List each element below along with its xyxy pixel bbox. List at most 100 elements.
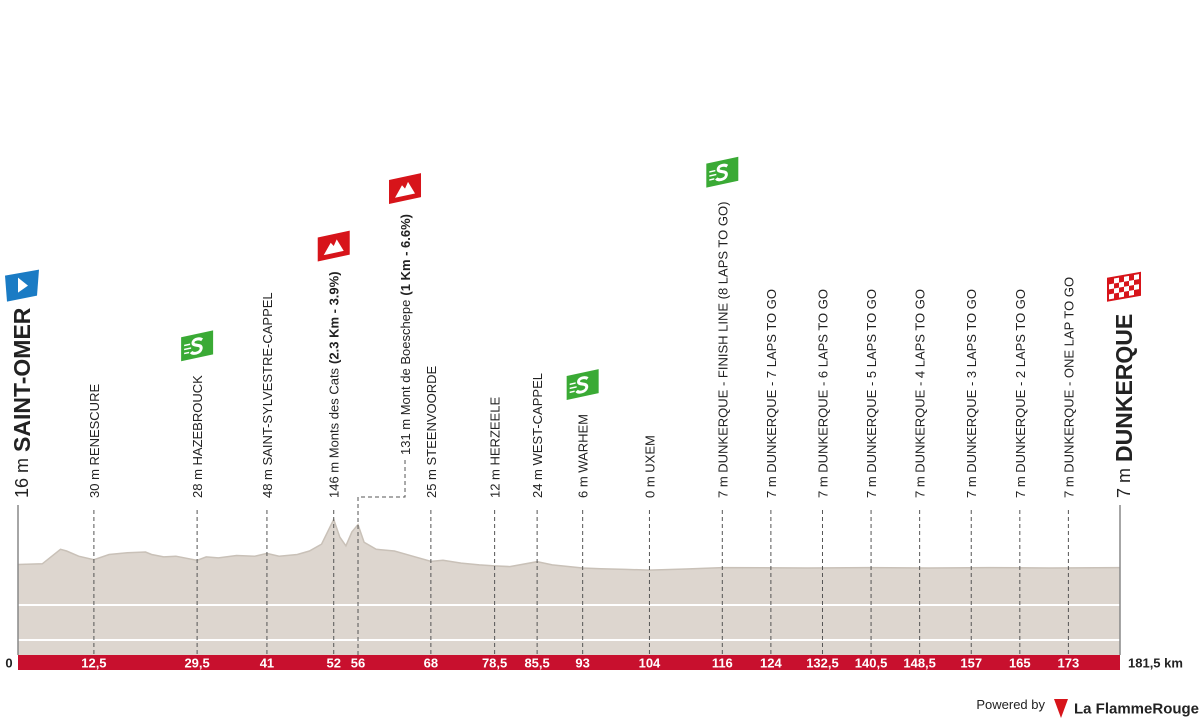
x-tick-label: 0 [5, 656, 12, 671]
sprint-icon [566, 369, 599, 400]
flag-check [1109, 293, 1114, 300]
point-label: 28 m HAZEBROUCK [190, 375, 205, 498]
point-label: 7 m DUNKERQUE - 4 LAPS TO GO [912, 289, 927, 498]
point-label: 7 m DUNKERQUE - 7 LAPS TO GO [763, 289, 778, 498]
x-tick-label: 104 [639, 656, 661, 671]
x-tick-label: 56 [351, 656, 365, 671]
icon-bg [317, 230, 350, 262]
end-label: 16 m SAINT-OMER [9, 307, 35, 498]
profile-area [18, 519, 1120, 655]
icon-mountain [323, 239, 344, 256]
point-label: 7 m DUNKERQUE - 2 LAPS TO GO [1012, 289, 1027, 498]
point-name: 131 m Mont de Boeschepe [398, 300, 413, 455]
icon-s [715, 163, 729, 182]
sprint-icon [181, 330, 214, 362]
point-name: 24 m WEST-CAPPEL [530, 373, 545, 498]
icon-speed [709, 169, 717, 181]
point-label: 131 m Mont de Boeschepe (1 Km - 6.6%) [398, 214, 413, 455]
x-tick-label: 173 [1058, 656, 1080, 671]
x-tick-label: 157 [960, 656, 982, 671]
end-name: DUNKERQUE [1111, 314, 1137, 462]
start-arrow [18, 277, 28, 293]
flag-check [1119, 281, 1124, 288]
x-tick-label: 132,5 [806, 656, 839, 671]
sprint-icon [706, 156, 739, 188]
point-name: 7 m DUNKERQUE - 7 LAPS TO GO [763, 289, 778, 498]
x-tick-label: 85,5 [524, 656, 549, 671]
brand-logo [1054, 699, 1068, 718]
x-tick-label: 52 [326, 656, 340, 671]
point-label: 25 m STEENVOORDE [423, 365, 438, 498]
point-name: 7 m DUNKERQUE - 5 LAPS TO GO [864, 289, 879, 498]
point-name: 7 m DUNKERQUE - FINISH LINE (8 LAPS TO G… [715, 202, 730, 498]
flag-check [1129, 289, 1134, 296]
point-name: 12 m HERZEELE [487, 397, 502, 498]
point-label: 24 m WEST-CAPPEL [530, 373, 545, 498]
point-detail: (1 Km - 6.6%) [398, 214, 413, 296]
icon-speed [569, 382, 577, 394]
flag-check [1124, 275, 1129, 282]
point-name: 7 m DUNKERQUE - 4 LAPS TO GO [912, 289, 927, 498]
end-elevation: 7 m [1114, 468, 1134, 498]
point-name: 7 m DUNKERQUE - 2 LAPS TO GO [1012, 289, 1027, 498]
flag-check [1129, 279, 1134, 286]
x-tick-label: 29,5 [184, 656, 209, 671]
flag-check [1119, 291, 1124, 298]
climb-icon [389, 173, 422, 204]
point-name: 7 m DUNKERQUE - ONE LAP TO GO [1061, 277, 1076, 498]
point-label: 30 m RENESCURE [86, 384, 101, 498]
point-label: 7 m DUNKERQUE - 3 LAPS TO GO [964, 289, 979, 498]
x-tick-label: 93 [575, 656, 589, 671]
finish-flag [1107, 271, 1141, 302]
flag-check [1114, 277, 1119, 284]
x-tick-label: 12,5 [81, 656, 106, 671]
point-label: 7 m DUNKERQUE - ONE LAP TO GO [1061, 277, 1076, 498]
icon-speed [184, 343, 192, 355]
profile-line [17, 517, 1121, 571]
point-label: 7 m DUNKERQUE - 6 LAPS TO GO [815, 289, 830, 498]
flag-check [1134, 274, 1139, 280]
end-label: 7 m DUNKERQUE [1111, 314, 1137, 498]
point-name: 48 m SAINT-SYLVESTRE-CAPPEL [259, 292, 274, 498]
x-tick-label: 181,5 km [1128, 656, 1183, 671]
end-elevation: 16 m [12, 458, 32, 498]
flag-check [1109, 283, 1114, 290]
icon-mountain [395, 181, 416, 198]
point-label: 48 m SAINT-SYLVESTRE-CAPPEL [259, 292, 274, 498]
flag-check [1124, 285, 1129, 292]
point-name: 6 m WARHEM [575, 414, 590, 498]
point-name: 146 m Monts des Cats [326, 367, 341, 498]
climb-icon [317, 230, 350, 262]
end-name: SAINT-OMER [9, 307, 35, 452]
point-detail: (2.3 Km - 3.9%) [326, 271, 341, 363]
point-name: 30 m RENESCURE [86, 384, 101, 498]
x-tick-label: 68 [424, 656, 438, 671]
point-label: 7 m DUNKERQUE - FINISH LINE (8 LAPS TO G… [715, 202, 730, 498]
point-label: 7 m DUNKERQUE - 5 LAPS TO GO [864, 289, 879, 498]
icon-s [575, 376, 589, 394]
km-bar [18, 655, 1120, 670]
point-name: 28 m HAZEBROUCK [190, 375, 205, 498]
x-tick-label: 116 [712, 656, 733, 671]
point-name: 0 m UXEM [642, 435, 657, 498]
brand: La FlammeRouge [1074, 701, 1199, 718]
point-label: 12 m HERZEELE [487, 397, 502, 498]
point-name: 7 m DUNKERQUE - 6 LAPS TO GO [815, 289, 830, 498]
flag-check [1134, 284, 1139, 290]
x-tick-label: 148,5 [903, 656, 936, 671]
point-label: 0 m UXEM [642, 435, 657, 498]
point-name: 25 m STEENVOORDE [423, 365, 438, 498]
point-name: 7 m DUNKERQUE - 3 LAPS TO GO [964, 289, 979, 498]
flag-check [1114, 287, 1119, 294]
powered-by: Powered by [976, 697, 1045, 712]
x-tick-label: 124 [760, 656, 782, 671]
x-tick-label: 78,5 [482, 656, 507, 671]
icon-bg [389, 173, 422, 204]
x-tick-label: 165 [1009, 656, 1031, 671]
icon-s [189, 337, 204, 355]
point-label: 146 m Monts des Cats (2.3 Km - 3.9%) [326, 271, 341, 498]
leader-line [357, 460, 406, 655]
x-tick-label: 140,5 [855, 656, 888, 671]
point-label: 6 m WARHEM [575, 414, 590, 498]
